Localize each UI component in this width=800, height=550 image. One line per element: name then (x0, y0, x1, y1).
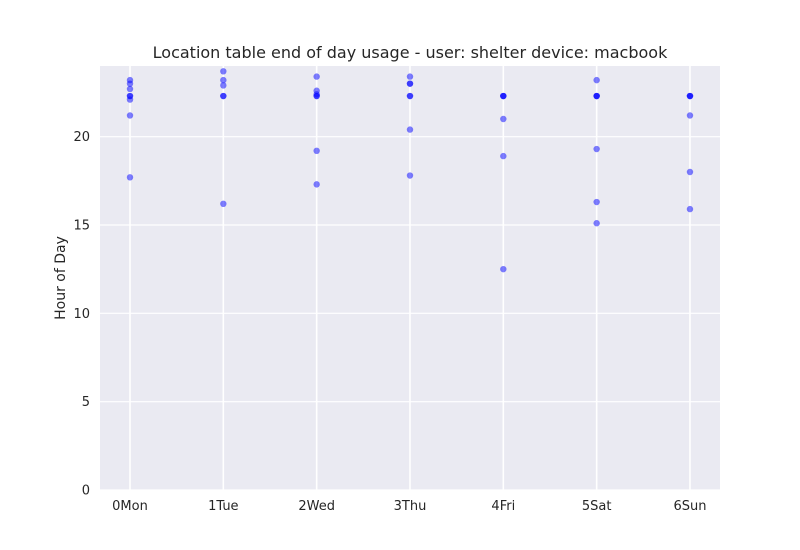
data-point (126, 80, 134, 87)
x-tick-label: 4Fri (491, 499, 515, 514)
data-point (406, 92, 414, 100)
data-point (313, 92, 320, 100)
data-point (593, 145, 600, 153)
data-point (500, 92, 507, 100)
data-point (686, 92, 694, 100)
x-tick-label: 1Tue (208, 499, 238, 514)
y-tick-label: 5 (82, 395, 90, 410)
data-point (593, 76, 600, 84)
x-tick-label: 6Sun (673, 499, 706, 514)
data-point (313, 73, 320, 80)
data-point (313, 181, 320, 188)
chart-title: Location table end of day usage - user: … (153, 43, 668, 62)
data-point (593, 198, 600, 206)
data-points (126, 68, 694, 273)
data-point (220, 82, 227, 89)
data-point (220, 200, 227, 207)
x-tick-labels: 0Mon 1Tue 2Wed 3Thu 4Fri 5Sat 6Sun (112, 499, 706, 514)
x-tick-label: 0Mon (112, 499, 148, 514)
data-point (126, 96, 134, 103)
y-tick-label: 0 (82, 484, 90, 499)
data-point (686, 168, 694, 176)
y-tick-label: 15 (73, 219, 90, 234)
data-point (313, 147, 320, 154)
data-point (406, 80, 414, 87)
data-point (593, 220, 600, 227)
data-point (593, 92, 600, 100)
x-tick-label: 5Sat (582, 499, 612, 514)
data-point (686, 205, 694, 213)
data-point (500, 115, 507, 123)
data-point (500, 265, 507, 273)
y-tick-label: 20 (73, 130, 90, 145)
data-point (126, 112, 134, 119)
x-tick-label: 2Wed (298, 499, 335, 514)
data-point (220, 76, 227, 84)
data-point (220, 92, 227, 100)
data-point (406, 172, 414, 179)
data-point (126, 174, 134, 181)
y-tick-label: 10 (73, 307, 90, 322)
data-point (500, 152, 507, 160)
data-point (126, 85, 134, 93)
x-tick-label: 3Thu (394, 499, 427, 514)
y-tick-labels: 0 5 10 15 20 (73, 130, 90, 498)
data-point (406, 73, 414, 80)
data-point (686, 112, 694, 119)
y-axis-label: Hour of Day (53, 236, 69, 320)
data-point (220, 68, 227, 75)
grid-lines (100, 66, 720, 491)
data-point (406, 126, 414, 133)
